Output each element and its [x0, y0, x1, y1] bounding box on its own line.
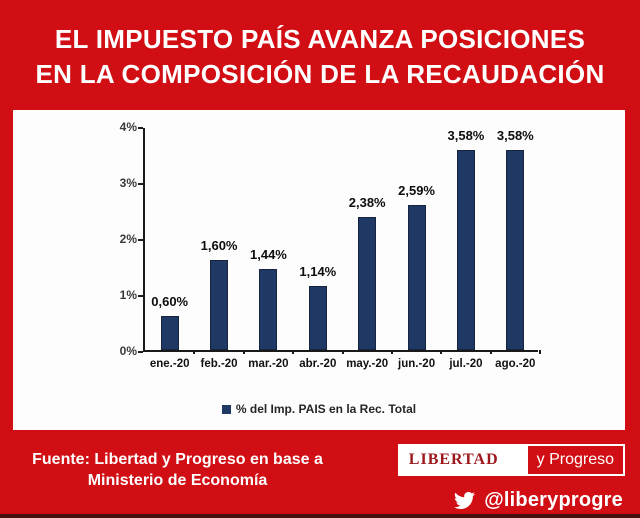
bar-value-label: 1,44% [250, 247, 287, 262]
y-axis-tick [138, 295, 143, 297]
page-title: EL IMPUESTO PAÍS AVANZA POSICIONES EN LA… [0, 22, 640, 92]
infographic-canvas: EL IMPUESTO PAÍS AVANZA POSICIONES EN LA… [0, 0, 640, 518]
plot-area: 0,60%ene.-201,60%feb.-201,44%mar.-201,14… [143, 128, 538, 352]
twitter-row: @liberyprogre [454, 489, 623, 512]
title-line-2: EN LA COMPOSICIÓN DE LA RECAUDACIÓN [0, 57, 640, 92]
x-axis-label: abr.-20 [293, 358, 342, 370]
bar-value-label: 3,58% [448, 128, 485, 143]
y-axis-tick [138, 239, 143, 241]
bar-abr.-20 [309, 286, 327, 350]
bar-group: 1,14%abr.-20 [293, 128, 342, 350]
bar-value-label: 2,38% [349, 195, 386, 210]
bar-group: 3,58%jul.-20 [441, 128, 490, 350]
bar-ago.-20 [506, 150, 524, 350]
legend-label: % del Imp. PAIS en la Rec. Total [236, 402, 416, 416]
bar-group: 2,59%jun.-20 [392, 128, 441, 350]
x-axis-label: jun.-20 [392, 358, 441, 370]
y-axis-tick [138, 183, 143, 185]
bottom-border-strip [0, 514, 640, 518]
bar-value-label: 0,60% [151, 294, 188, 309]
x-axis-label: ene.-20 [145, 358, 194, 370]
chart-panel: 0,60%ene.-201,60%feb.-201,44%mar.-201,14… [13, 110, 625, 430]
source-line-1: Fuente: Libertad y Progreso en base a [10, 449, 345, 470]
bar-ene.-20 [161, 316, 179, 350]
bar-group: 2,38%may.-20 [343, 128, 392, 350]
legend-swatch-icon [222, 405, 231, 414]
x-axis-label: feb.-20 [194, 358, 243, 370]
chart-legend: % del Imp. PAIS en la Rec. Total [13, 402, 625, 416]
x-axis-label: mar.-20 [244, 358, 293, 370]
x-axis-tick [292, 350, 294, 354]
y-axis-label: 1% [97, 288, 137, 302]
x-axis-tick [243, 350, 245, 354]
bar-value-label: 3,58% [497, 128, 534, 143]
x-axis-tick [342, 350, 344, 354]
x-axis-label: may.-20 [343, 358, 392, 370]
x-axis-label: jul.-20 [441, 358, 490, 370]
logo-libertad-text: LIBERTAD [409, 451, 513, 469]
x-axis-tick [440, 350, 442, 354]
bar-feb.-20 [210, 260, 228, 350]
logo-y-progreso-text: y Progreso [537, 451, 614, 469]
bar-group: 0,60%ene.-20 [145, 128, 194, 350]
bar-value-label: 1,14% [299, 264, 336, 279]
bar-value-label: 2,59% [398, 183, 435, 198]
title-line-1: EL IMPUESTO PAÍS AVANZA POSICIONES [0, 22, 640, 57]
twitter-handle: @liberyprogre [484, 489, 623, 512]
logo-left-box: LIBERTAD [398, 444, 526, 476]
logo-right-box: y Progreso [526, 444, 625, 476]
y-axis-label: 2% [97, 232, 137, 246]
x-axis-tick [539, 350, 541, 354]
bar-jun.-20 [408, 205, 426, 350]
x-axis-tick [490, 350, 492, 354]
bar-group: 1,44%mar.-20 [244, 128, 293, 350]
y-axis-label: 0% [97, 344, 137, 358]
y-axis-label: 4% [97, 120, 137, 134]
y-axis-tick [138, 127, 143, 129]
y-axis-tick [138, 351, 143, 353]
bar-group: 1,60%feb.-20 [194, 128, 243, 350]
y-axis-label: 3% [97, 176, 137, 190]
source-line-2: Ministerio de Economía [10, 470, 345, 491]
bar-value-label: 1,60% [201, 238, 238, 253]
bar-may.-20 [358, 217, 376, 350]
x-axis-tick [391, 350, 393, 354]
x-axis-label: ago.-20 [491, 358, 540, 370]
bar-mar.-20 [259, 269, 277, 350]
x-axis-tick [193, 350, 195, 354]
source-attribution: Fuente: Libertad y Progreso en base a Mi… [10, 449, 345, 491]
twitter-bird-icon [454, 490, 475, 511]
libertad-y-progreso-logo: LIBERTAD y Progreso [398, 444, 625, 476]
bar-group: 3,58%ago.-20 [491, 128, 540, 350]
bar-jul.-20 [457, 150, 475, 350]
